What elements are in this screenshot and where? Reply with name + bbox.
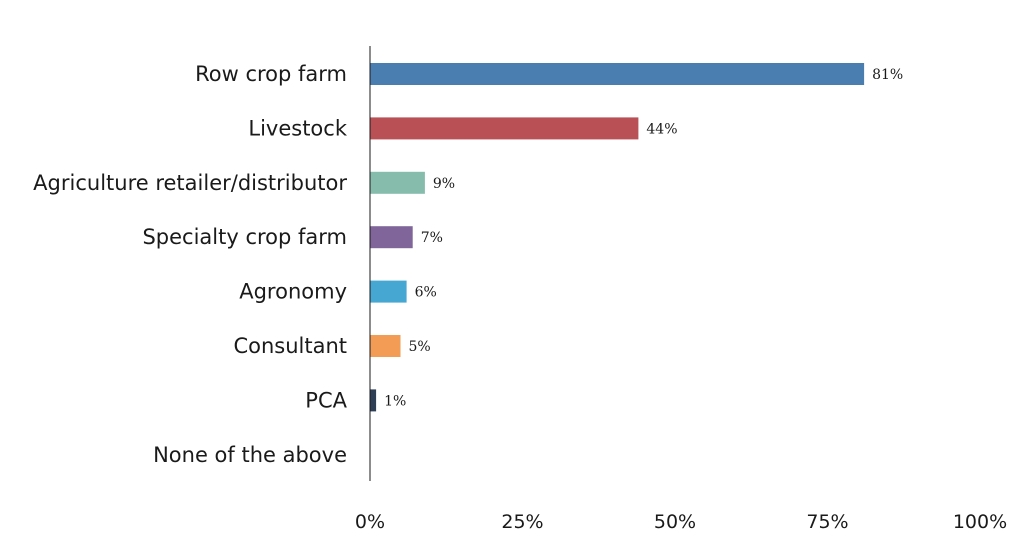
bars-group	[370, 63, 865, 412]
data-label-agronomy: 6%	[415, 285, 437, 301]
bar-livestock	[370, 117, 639, 140]
x-tick-labels-group: 0% 25% 50% 75% 100%	[355, 511, 1007, 533]
bar-specialty-crop-farm	[370, 226, 413, 249]
category-label-none-of-the-above: None of the above	[153, 443, 347, 467]
data-label-livestock: 44%	[646, 121, 677, 137]
bar-pca	[370, 389, 377, 412]
category-label-livestock: Livestock	[248, 116, 347, 140]
x-tick-label-50: 50%	[654, 511, 696, 533]
data-labels-group: 81% 44% 9% 7% 6% 5% 1%	[384, 67, 903, 409]
category-label-row-crop-farm: Row crop farm	[195, 62, 347, 86]
x-tick-label-75: 75%	[806, 511, 848, 533]
bar-agronomy	[370, 280, 407, 303]
x-tick-label-25: 25%	[501, 511, 543, 533]
data-label-specialty-crop-farm: 7%	[421, 230, 443, 246]
category-labels-group: Row crop farm Livestock Agriculture retail…	[33, 62, 348, 467]
data-label-agriculture-retailer-distributor: 9%	[433, 176, 455, 192]
bar-row-crop-farm	[370, 63, 865, 85]
data-label-row-crop-farm: 81%	[872, 67, 903, 83]
category-label-specialty-crop-farm: Specialty crop farm	[142, 225, 347, 249]
category-label-agronomy: Agronomy	[239, 280, 347, 304]
category-label-agriculture-retailer-distributor: Agriculture retailer/distributor	[33, 171, 347, 195]
bar-consultant	[370, 335, 401, 357]
category-label-pca: PCA	[305, 388, 347, 412]
x-tick-label-0: 0%	[355, 511, 385, 533]
x-tick-label-100: 100%	[953, 511, 1007, 533]
data-label-consultant: 5%	[409, 339, 431, 355]
data-label-pca: 1%	[384, 393, 406, 409]
category-label-consultant: Consultant	[233, 334, 347, 358]
bar-agriculture-retailer-distributor	[370, 171, 425, 194]
